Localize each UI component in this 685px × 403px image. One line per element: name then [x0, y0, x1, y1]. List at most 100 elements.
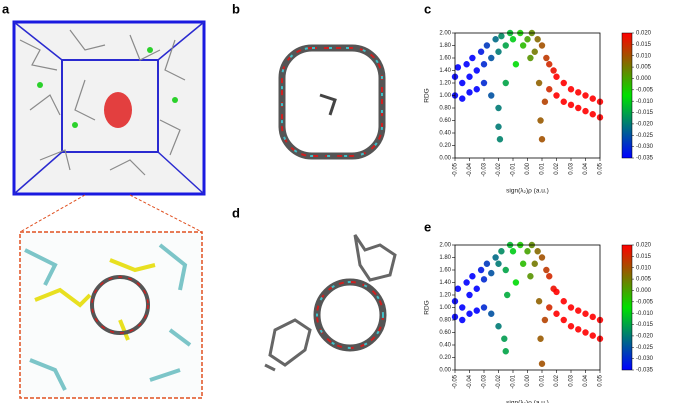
point	[537, 335, 544, 342]
point	[498, 32, 505, 40]
point	[495, 123, 502, 130]
point	[469, 54, 476, 62]
point	[575, 104, 582, 112]
x-axis-label: sign(λ₂)ρ (a.u.)	[506, 400, 549, 403]
point	[501, 335, 508, 342]
point	[466, 310, 473, 317]
point	[454, 285, 462, 292]
y-tick-label: 1.80	[439, 255, 451, 261]
point	[546, 61, 553, 68]
point	[567, 101, 575, 109]
panel-label: d	[232, 205, 240, 220]
y-tick-label: 0.80	[439, 106, 451, 112]
y-axis-label: RDG	[424, 88, 431, 102]
colorbar-tick-label: 0.000	[636, 76, 652, 82]
x-tick-label: 0.00	[525, 162, 531, 174]
y-tick-label: 1.80	[439, 43, 451, 49]
y-tick-label: 1.40	[439, 68, 451, 74]
point	[543, 266, 550, 274]
y-tick-label: 1.20	[439, 293, 451, 299]
x-tick-label: -0.05	[453, 162, 459, 176]
colorbar-tick-label: 0.010	[636, 53, 652, 59]
colorbar	[621, 32, 633, 159]
colorbar-tick-label: -0.025	[636, 133, 654, 139]
point	[473, 67, 480, 74]
point	[524, 248, 531, 255]
point	[535, 79, 543, 87]
point	[546, 86, 553, 93]
x-tick-label: -0.02	[496, 374, 502, 388]
point	[463, 279, 470, 286]
point	[538, 360, 546, 367]
x-tick-label: 0.03	[569, 162, 575, 174]
point	[495, 260, 502, 267]
point	[459, 95, 466, 102]
x-tick-label: 0.00	[525, 374, 531, 386]
point	[550, 67, 557, 74]
point	[488, 310, 495, 317]
point	[454, 64, 462, 71]
point	[480, 304, 488, 311]
point	[541, 98, 549, 105]
point	[466, 73, 473, 80]
point	[477, 48, 485, 55]
x-tick-label: 0.04	[583, 374, 589, 386]
x-tick-label: 0.03	[569, 374, 575, 386]
point	[582, 310, 589, 317]
y-tick-label: 0.00	[439, 368, 451, 374]
point	[538, 254, 546, 261]
point	[546, 304, 553, 311]
x-tick-label: -0.03	[482, 374, 488, 388]
molecule-d	[264, 234, 397, 372]
y-tick-label: 0.80	[439, 318, 451, 324]
point	[502, 348, 509, 355]
point	[582, 107, 589, 115]
y-tick-label: 1.00	[439, 305, 451, 311]
point	[519, 260, 527, 267]
y-tick-label: 0.60	[439, 330, 451, 336]
point	[480, 79, 488, 87]
colorbar-tick-label: 0.005	[636, 65, 652, 71]
y-tick-label: 0.20	[439, 143, 451, 149]
point	[575, 307, 582, 314]
colorbar-tick-label: 0.020	[636, 243, 652, 249]
y-tick-label: 1.60	[439, 268, 451, 274]
y-tick-label: 0.60	[439, 118, 451, 124]
point	[488, 269, 495, 277]
x-tick-label: 0.01	[540, 162, 546, 174]
point	[502, 266, 509, 274]
colorbar-tick-label: -0.010	[636, 311, 654, 317]
point	[483, 260, 491, 267]
point	[509, 36, 517, 43]
point	[535, 298, 543, 305]
x-tick-label: 0.02	[554, 374, 560, 386]
y-tick-label: 0.40	[439, 131, 451, 137]
x-tick-label: -0.01	[511, 162, 517, 176]
x-tick-label: 0.04	[583, 162, 589, 174]
point	[498, 248, 505, 255]
point	[567, 86, 575, 93]
x-tick-label: 0.05	[598, 162, 604, 174]
panel-label: a	[2, 1, 10, 16]
point	[463, 61, 470, 68]
point	[466, 89, 473, 96]
panel-label: b	[232, 1, 240, 16]
point	[459, 304, 466, 311]
point	[538, 42, 546, 49]
point	[495, 104, 502, 112]
y-tick-label: 2.00	[439, 243, 451, 249]
x-axis-label: sign(λ₂)ρ (a.u.)	[506, 188, 549, 195]
x-tick-label: -0.01	[511, 374, 517, 388]
point	[469, 273, 476, 280]
colorbar-tick-label: -0.005	[636, 87, 654, 93]
point	[538, 136, 546, 143]
point	[473, 86, 480, 93]
point	[553, 73, 560, 80]
point	[575, 326, 582, 333]
point	[477, 266, 485, 274]
point	[567, 323, 575, 330]
point	[524, 36, 531, 43]
point	[483, 42, 491, 49]
point	[553, 92, 560, 99]
